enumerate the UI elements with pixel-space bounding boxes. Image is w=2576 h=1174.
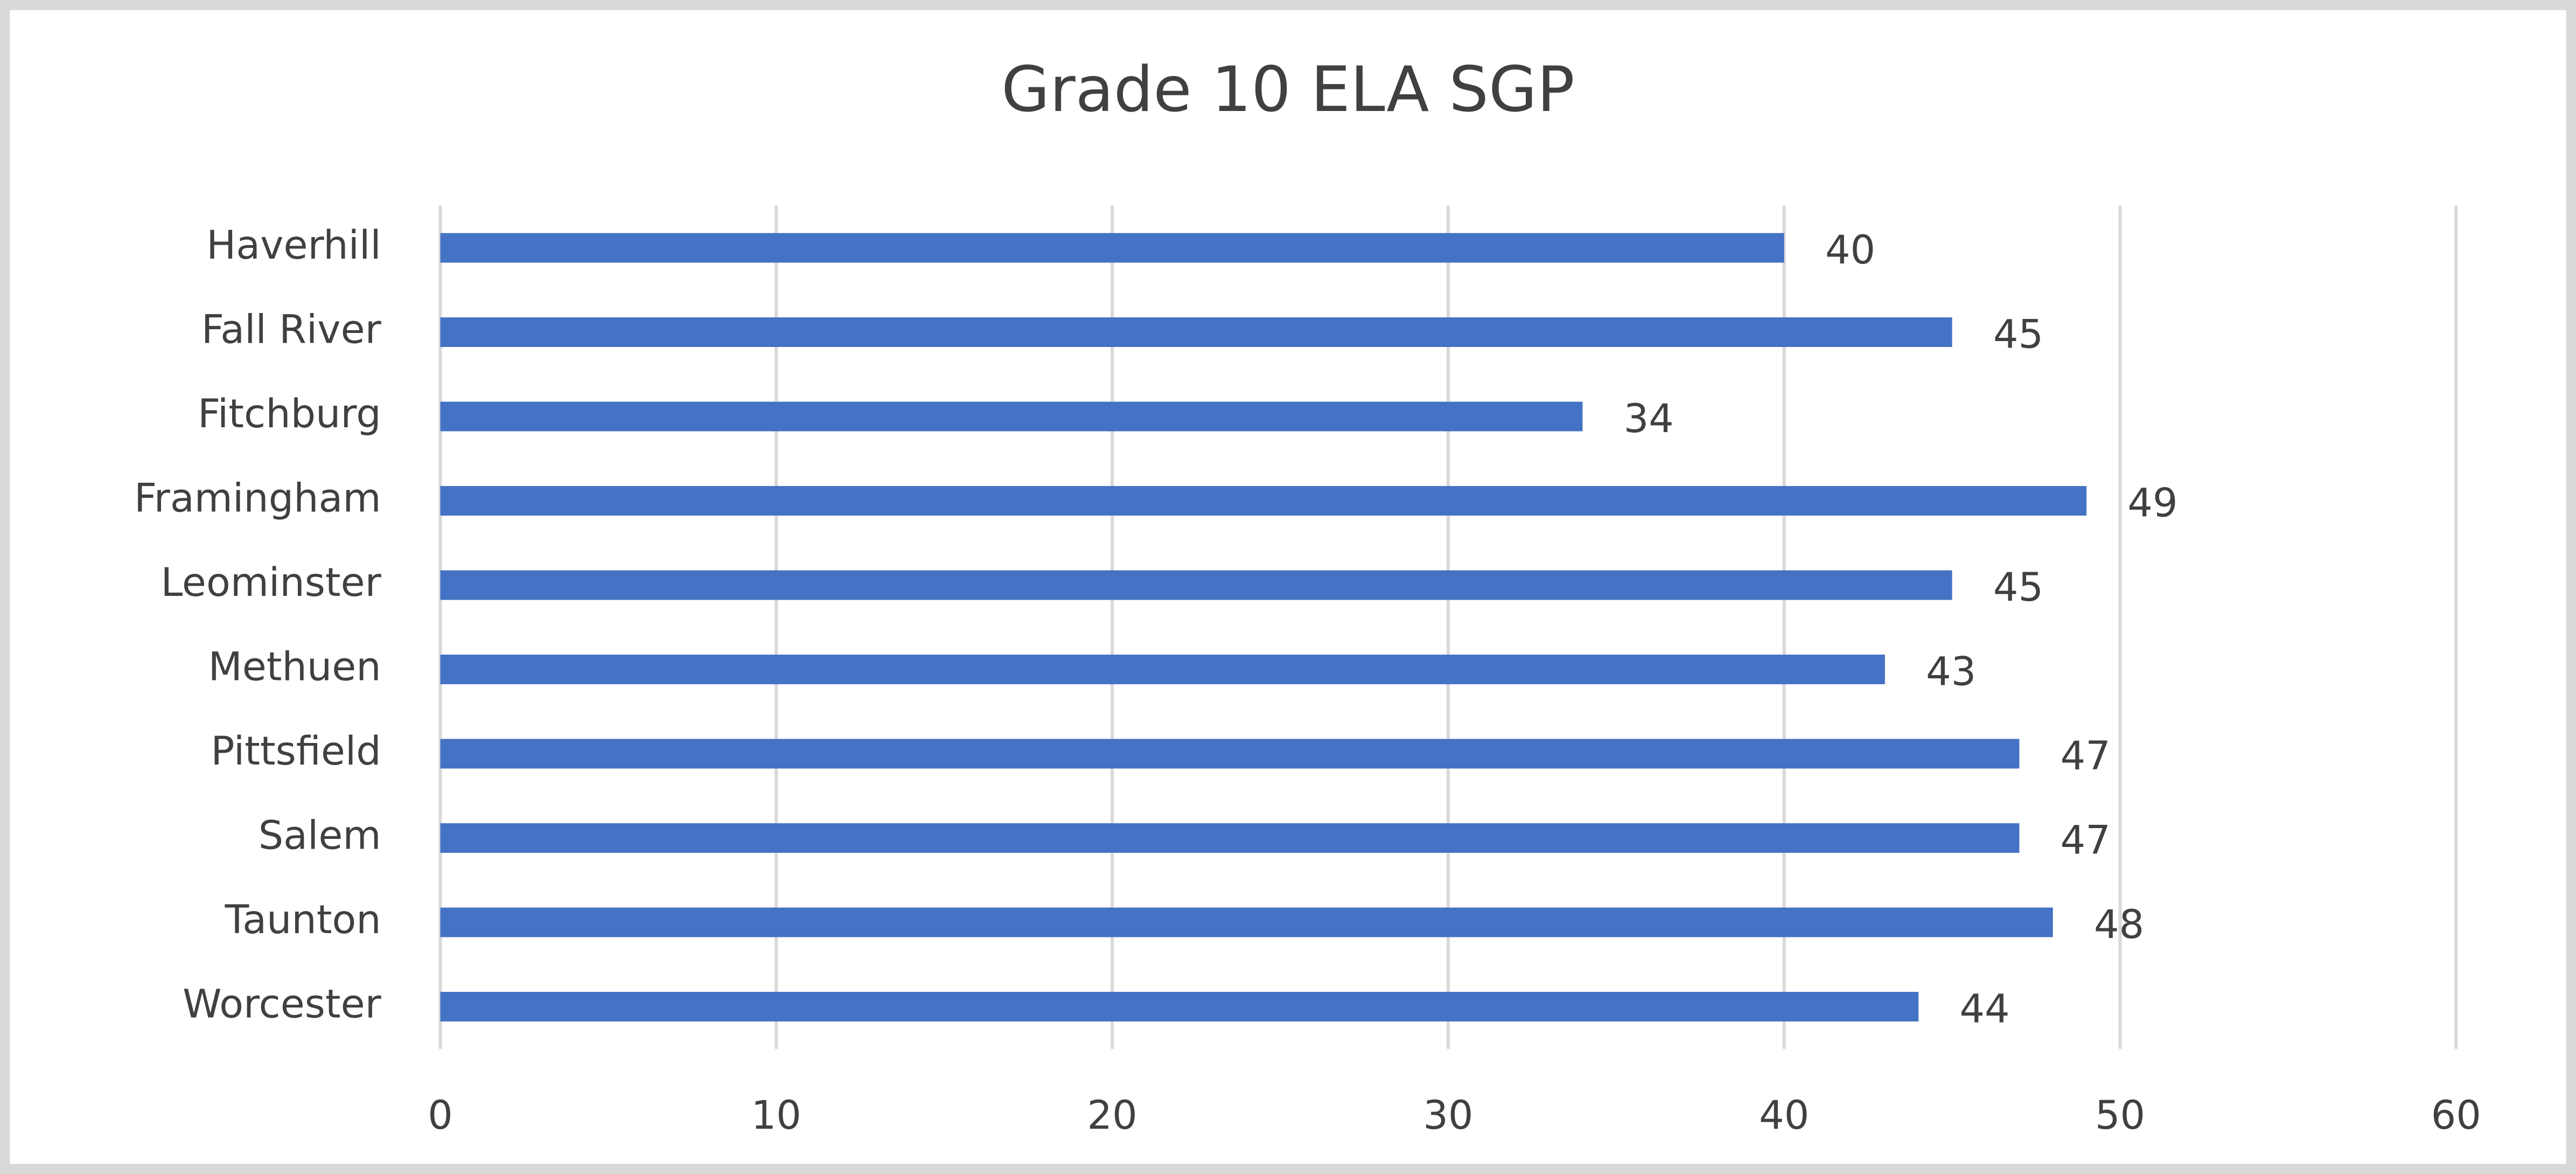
data-label: 43	[1926, 649, 1976, 695]
y-tick-label: Salem	[259, 812, 381, 858]
y-tick-label: Leominster	[160, 560, 381, 606]
x-tick-label: 40	[1759, 1093, 1809, 1138]
y-tick-label: Fitchburg	[198, 391, 381, 437]
data-label: 48	[2094, 902, 2144, 948]
data-label: 44	[1959, 987, 2009, 1032]
bar	[440, 991, 1919, 1022]
x-tick-label: 60	[2431, 1093, 2481, 1138]
bar	[440, 233, 1784, 263]
data-label: 45	[1993, 565, 2043, 610]
y-tick-label: Fall River	[201, 307, 382, 353]
chart-title: Grade 10 ELA SGP	[1001, 53, 1574, 126]
x-tick-label: 0	[428, 1093, 453, 1138]
bar	[440, 907, 2053, 937]
data-label: 45	[1993, 312, 2043, 358]
bar	[440, 823, 2020, 853]
data-label: 40	[1825, 227, 1875, 273]
bar	[440, 486, 2087, 516]
bar	[440, 401, 1583, 432]
y-tick-label: Framingham	[134, 476, 381, 522]
data-label: 49	[2127, 481, 2177, 526]
y-tick-label: Taunton	[225, 897, 381, 943]
data-label: 34	[1624, 396, 1674, 442]
x-tick-label: 50	[2095, 1093, 2145, 1138]
bar	[440, 570, 1952, 600]
y-tick-label: Methuen	[208, 644, 381, 690]
x-tick-label: 20	[1087, 1093, 1137, 1138]
data-label: 47	[2061, 733, 2111, 779]
bar	[440, 317, 1952, 347]
y-tick-label: Pittsfield	[211, 728, 381, 774]
x-tick-label: 30	[1423, 1093, 1473, 1138]
x-tick-label: 10	[751, 1093, 801, 1138]
data-label: 47	[2061, 818, 2111, 864]
y-tick-label: Worcester	[183, 981, 381, 1027]
bar	[440, 739, 2020, 769]
y-tick-label: Haverhill	[206, 223, 381, 268]
bar	[440, 655, 1885, 684]
